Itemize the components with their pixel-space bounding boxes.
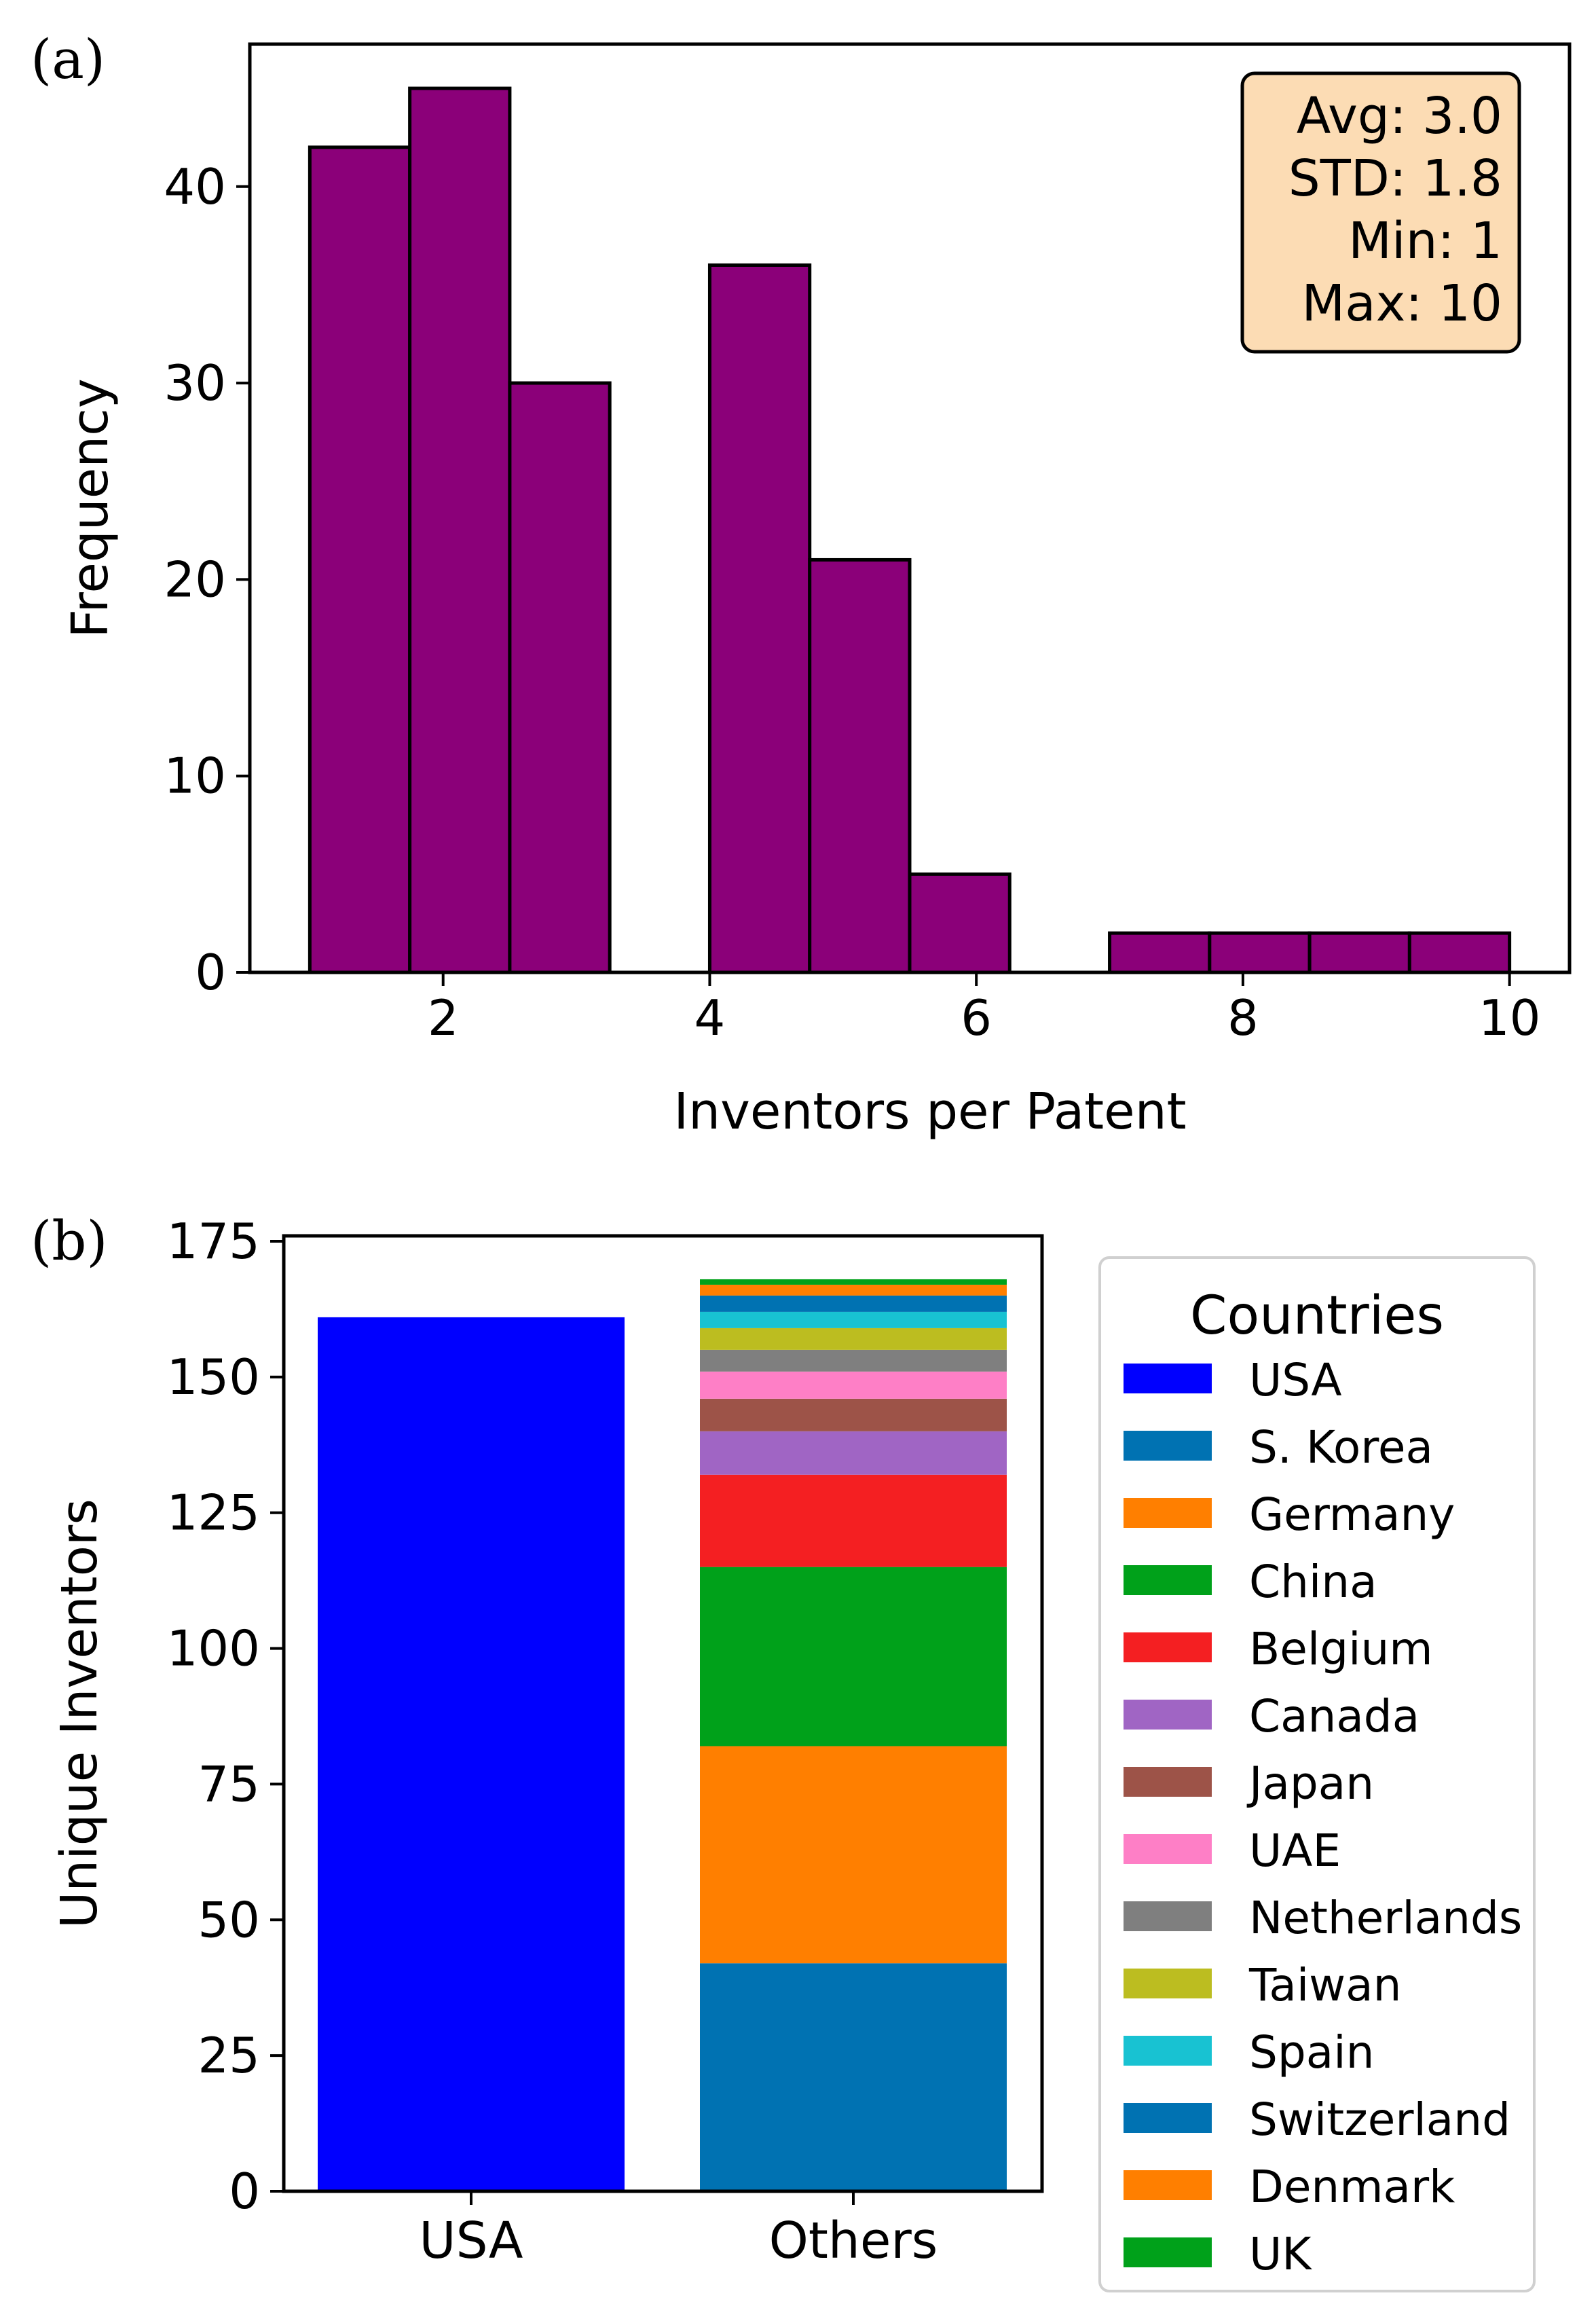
y-tick-label: 50 [198,1891,260,1948]
y-tick-label: 150 [167,1349,260,1406]
panel-label-a: (a) [31,28,105,91]
stacked-bar-segment-others-11 [700,1311,1007,1328]
stacked-bar-segment-others-8 [700,1371,1007,1399]
plot-frame [282,1234,1044,2193]
histogram-chart: 2 4 6 8 10 0 10 20 30 40 Inventors per Patent Frequ… [61,42,1572,1141]
legend-label-12: Switzerland [1249,2093,1510,2146]
x-tick-label: Others [769,2212,938,2270]
stats-line: Min: 1 [1348,212,1502,270]
legend-label-2: S. Korea [1249,1421,1433,1474]
x-tick-label: 10 [1479,989,1541,1046]
legend-label-7: Japan [1246,1757,1374,1810]
stacked-bar-segment-others-6 [700,1431,1007,1475]
stacked-bar-chart: 0 25 50 75 100 125 150 175 USA Others Unique Inven… [50,1213,1536,2292]
legend-label-14: UK [1249,2228,1312,2280]
histogram-bar-3 [508,381,612,974]
x-tick-label: USA [419,2212,523,2270]
y-axis-label: Frequency [61,378,119,638]
stacked-bar-segment-others-2 [700,1963,1007,2191]
legend-label-8: UAE [1249,1825,1341,1877]
x-tick-label: 6 [961,989,992,1046]
histogram-bar-5 [707,263,812,974]
y-tick-label: 0 [195,944,226,1001]
y-tick-label: 0 [229,2163,260,2220]
histogram-bar-1 [308,145,412,974]
x-axis-label: Inventors per Patent [673,1082,1186,1141]
y-tick-label: 125 [167,1484,260,1541]
legend-label-1: USA [1249,1354,1342,1406]
legend-label-4: China [1249,1556,1377,1608]
histogram-bar-11 [1307,931,1411,974]
x-tick-label: 4 [694,989,726,1046]
stacked-bar-segment-others-12 [700,1295,1007,1312]
y-tick-label: 75 [198,1755,260,1812]
legend-swatch-5 [1124,1632,1212,1662]
y-tick-label: 25 [198,2027,260,2084]
legend-swatch-14 [1124,2237,1212,2267]
legend-swatch-3 [1124,1498,1212,1528]
legend-label-10: Taiwan [1248,1959,1401,2011]
histogram-bar-7 [908,872,1012,974]
legend-swatch-8 [1124,1834,1212,1864]
stats-line: Avg: 3.0 [1297,87,1502,145]
stacked-bar-segment-others-3 [700,1746,1007,1964]
x-tick-label: 2 [428,989,459,1046]
stacked-bar-segment-others-4 [700,1567,1007,1746]
histogram-bar-2 [408,86,512,974]
stacked-bar-segment-others-5 [700,1474,1007,1567]
legend-swatch-4 [1124,1565,1212,1595]
y-tick-label: 30 [164,354,226,411]
legend-swatch-13 [1124,2170,1212,2200]
legend-swatch-7 [1124,1767,1212,1797]
stats-box [1240,71,1521,354]
legend-swatch-9 [1124,1901,1212,1931]
legend-label-11: Spain [1249,2026,1374,2079]
stats-line: Max: 10 [1301,274,1502,333]
histogram-bar-6 [808,557,912,974]
stacked-bar-segment-others-7 [700,1398,1007,1431]
legend-swatch-10 [1124,1969,1212,1998]
y-tick-label: 10 [164,748,226,805]
legend-title: Countries [1190,1285,1444,1347]
panel-label-b: (b) [31,1209,108,1273]
legend-label-5: Belgium [1249,1623,1433,1675]
histogram-bar-10 [1208,931,1312,974]
stacked-bar-segment-others-13 [700,1284,1007,1296]
legend-swatch-12 [1124,2103,1212,2133]
stats-line: STD: 1.8 [1288,149,1502,208]
y-tick-label: 40 [164,158,226,215]
histogram-bar-12 [1407,931,1512,974]
stacked-bar-segment-usa-1 [318,1317,625,2191]
y-tick-label: 20 [164,551,226,608]
stacked-bar-segment-others-10 [700,1328,1007,1350]
legend-swatch-1 [1124,1364,1212,1393]
y-axis-label: Unique Inventors [50,1499,109,1928]
legend-label-13: Denmark [1249,2161,1455,2213]
legend-label-9: Netherlands [1249,1892,1522,1944]
stacked-bar-segment-others-9 [700,1349,1007,1372]
plot-frame [248,42,1572,974]
y-tick-label: 100 [167,1620,260,1677]
legend-swatch-2 [1124,1431,1212,1461]
stacked-bar-segment-others-14 [700,1279,1007,1285]
y-tick-label: 175 [167,1213,260,1270]
histogram-bar-9 [1108,931,1212,974]
legend-label-3: Germany [1249,1488,1455,1541]
legend-swatch-6 [1124,1700,1212,1730]
x-tick-label: 8 [1227,989,1259,1046]
legend-label-6: Canada [1249,1690,1419,1742]
legend-swatch-11 [1124,2036,1212,2066]
